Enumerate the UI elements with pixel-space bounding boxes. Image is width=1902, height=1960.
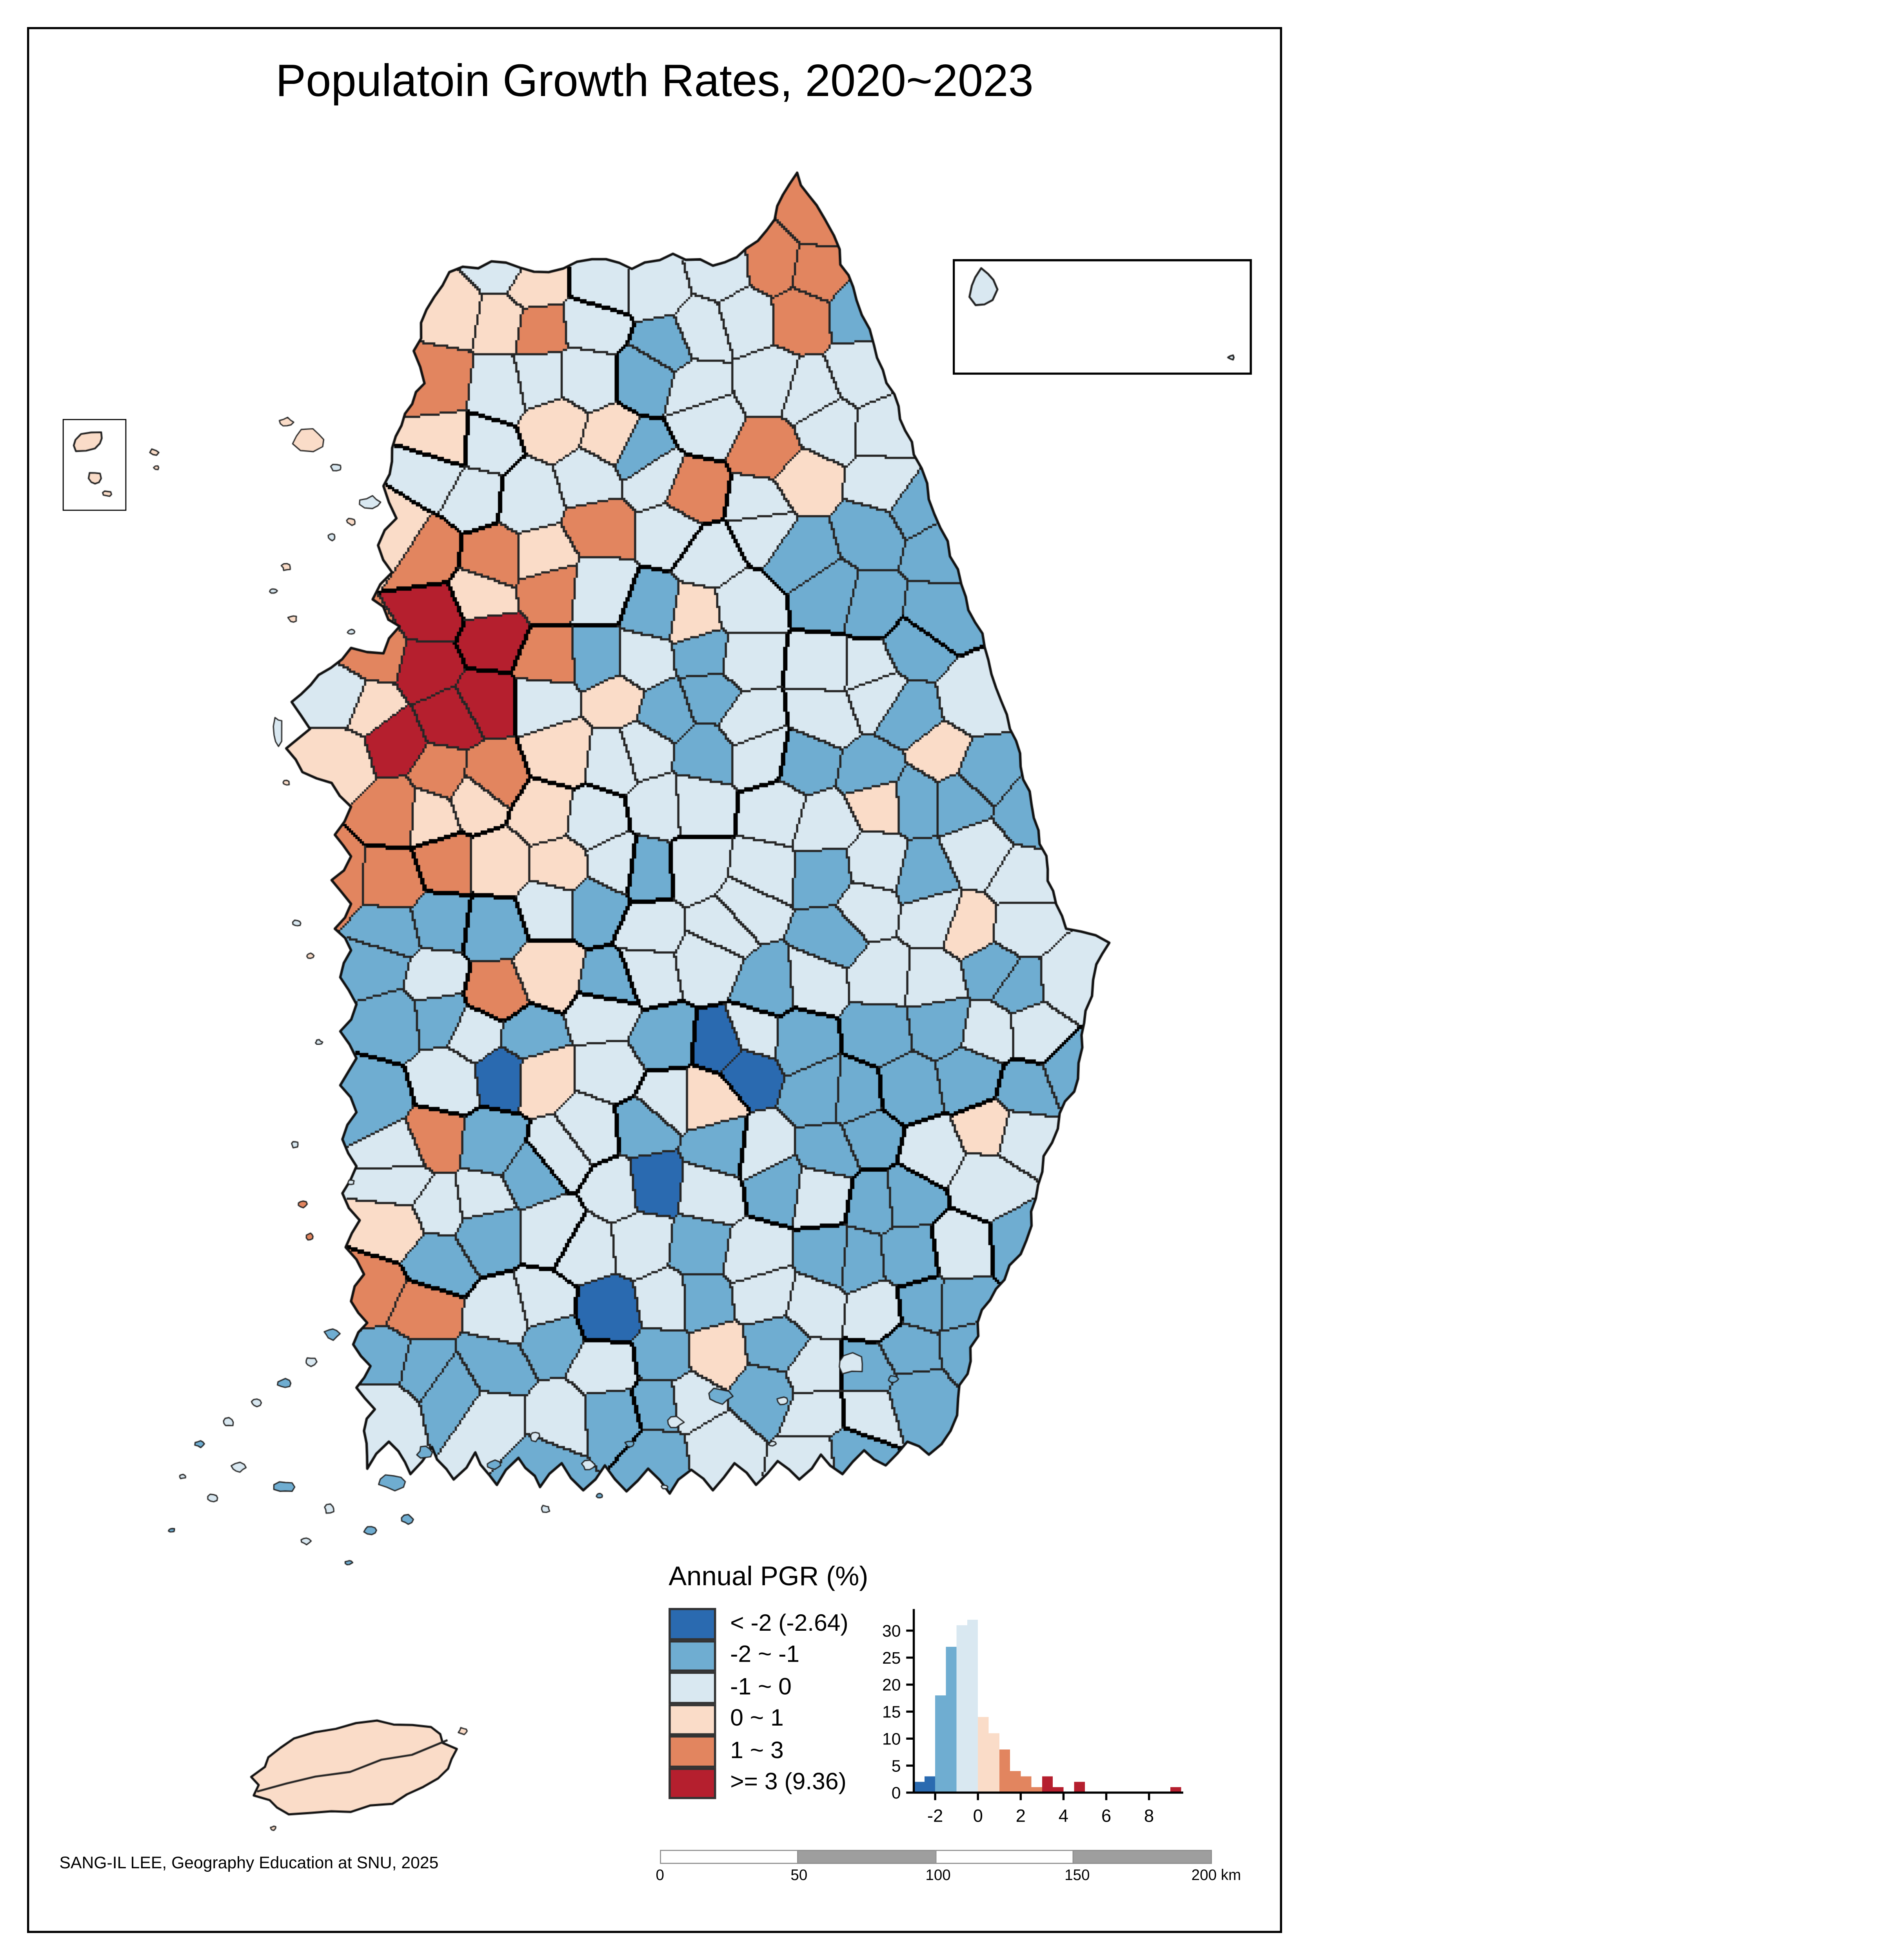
histogram-bar — [935, 1695, 946, 1793]
y-tick-label: 15 — [882, 1703, 901, 1722]
histogram-bar — [978, 1717, 989, 1793]
histogram-bar — [988, 1733, 999, 1793]
y-tick-label: 30 — [882, 1622, 901, 1641]
legend-swatch — [669, 1767, 716, 1799]
ulleungdo-dokdo-inset-box — [952, 259, 1252, 375]
histogram-bar — [914, 1782, 925, 1793]
page-title: Populatoin Growth Rates, 2020~2023 — [275, 55, 1034, 106]
histogram-bar — [956, 1625, 967, 1793]
legend-item: < -2 (-2.64) — [669, 1607, 868, 1640]
legend-title: Annual PGR (%) — [669, 1561, 868, 1592]
histogram-bar — [999, 1749, 1010, 1793]
scale-bar-label: 0 — [656, 1866, 664, 1884]
choropleth-map-canvas — [27, 27, 1282, 1933]
map-page: Populatoin Growth Rates, 2020~2023 Annua… — [27, 27, 1282, 1933]
x-tick-label: 4 — [1059, 1806, 1068, 1826]
scale-bar-segment — [935, 1850, 1074, 1864]
legend-items: < -2 (-2.64) -2 ~ -1 -1 ~ 0 0 ~ 1 1 ~ 3 >= 3 … — [669, 1607, 868, 1799]
scale-bar-labels: 0 50 100 150 200 km — [656, 1866, 1241, 1887]
legend-swatch — [669, 1735, 716, 1768]
legend-swatch — [669, 1640, 716, 1672]
map-legend: Annual PGR (%) < -2 (-2.64) -2 ~ -1 -1 ~ 0… — [669, 1561, 868, 1799]
legend-label: >= 3 (9.36) — [730, 1768, 847, 1795]
scale-bar-label: 50 — [790, 1866, 808, 1884]
scale-bar-label: 150 — [1065, 1866, 1090, 1884]
histogram-bar — [1053, 1787, 1064, 1793]
west-islands-inset-box — [62, 419, 127, 511]
legend-label: -1 ~ 0 — [730, 1672, 792, 1700]
histogram-bar — [967, 1620, 978, 1793]
scale-bar-label: 200 km — [1191, 1866, 1241, 1884]
legend-label: < -2 (-2.64) — [730, 1608, 848, 1636]
x-tick-label: 2 — [1016, 1806, 1026, 1826]
histogram-bar — [1170, 1787, 1181, 1793]
y-tick-label: 10 — [882, 1730, 901, 1748]
histogram-bar — [946, 1647, 957, 1793]
y-tick-label: 25 — [882, 1649, 901, 1668]
legend-item: 0 ~ 1 — [669, 1702, 868, 1735]
legend-label: 1 ~ 3 — [730, 1736, 784, 1763]
histogram-bar — [924, 1776, 936, 1793]
histogram-chart: 0 5 10 15 20 25 30 -2 0 2 4 6 8 — [882, 1609, 1183, 1826]
legend-item: >= 3 (9.36) — [669, 1766, 868, 1799]
legend-label: -2 ~ -1 — [730, 1641, 800, 1668]
x-tick-label: 0 — [973, 1806, 983, 1826]
x-tick-label: 6 — [1101, 1806, 1111, 1826]
legend-item: -2 ~ -1 — [669, 1639, 868, 1672]
histogram-bar — [1074, 1782, 1085, 1793]
legend-item: -1 ~ 0 — [669, 1671, 868, 1704]
attribution-text: SANG-IL LEE, Geography Education at SNU,… — [59, 1854, 439, 1873]
scale-bar-label: 100 — [925, 1866, 951, 1884]
map-frame-interior: Populatoin Growth Rates, 2020~2023 Annua… — [27, 27, 1282, 1933]
legend-label: 0 ~ 1 — [730, 1704, 784, 1731]
histogram-bar — [1042, 1776, 1053, 1793]
histogram-bar — [1010, 1771, 1021, 1793]
scale-bar-segment — [1072, 1850, 1212, 1864]
y-tick-label: 0 — [892, 1784, 901, 1802]
scale-bar: 0 50 100 150 200 km — [656, 1850, 1241, 1887]
x-tick-label: -2 — [927, 1806, 943, 1826]
legend-swatch — [669, 1703, 716, 1735]
legend-swatch — [669, 1671, 716, 1704]
x-tick-label: 8 — [1144, 1806, 1154, 1826]
y-tick-label: 20 — [882, 1676, 901, 1695]
scale-bar-segment — [660, 1850, 799, 1864]
scale-bar-segments — [660, 1850, 1216, 1864]
histogram-bar — [1031, 1787, 1042, 1793]
histogram-bar — [1021, 1776, 1032, 1793]
legend-item: 1 ~ 3 — [669, 1734, 868, 1768]
y-tick-label: 5 — [892, 1757, 901, 1775]
scale-bar-segment — [797, 1850, 937, 1864]
legend-swatch — [669, 1608, 716, 1640]
